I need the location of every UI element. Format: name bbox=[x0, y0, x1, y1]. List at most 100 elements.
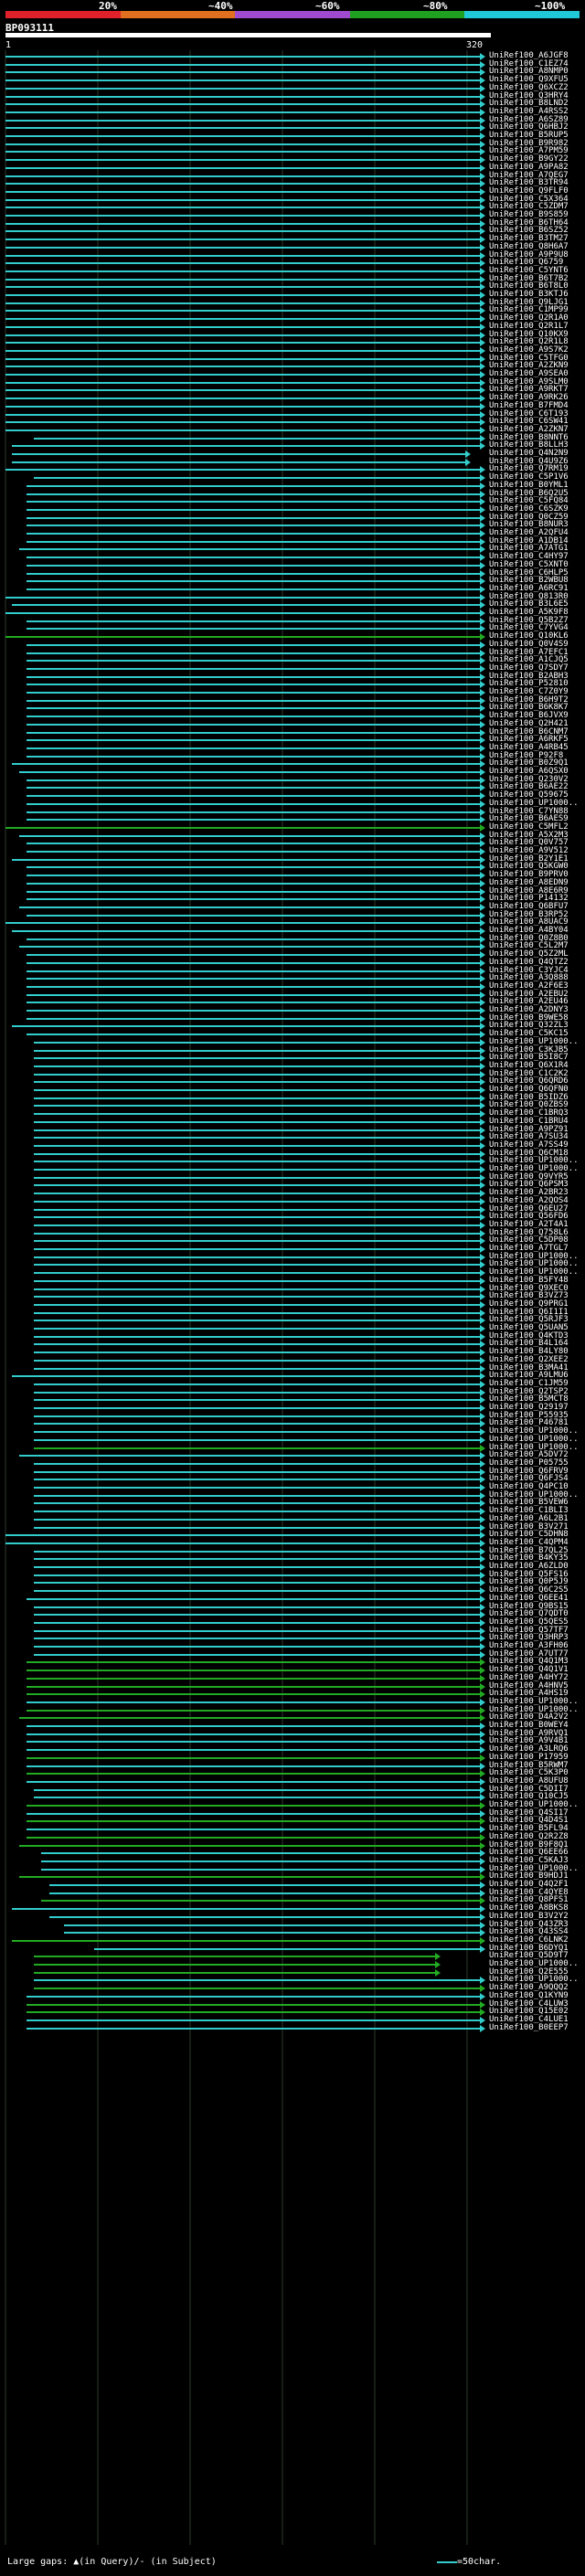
hit-label[interactable]: UniRef100_UP1000.. bbox=[489, 1259, 579, 1269]
hit-row[interactable]: UniRef100_Q59675 bbox=[0, 790, 585, 800]
hit-row[interactable]: UniRef100_A2ZKN7 bbox=[0, 425, 585, 435]
hit-row[interactable]: UniRef100_A4HNV5 bbox=[0, 1680, 585, 1691]
hit-label[interactable]: UniRef100_Q8H6A7 bbox=[489, 241, 569, 251]
hit-label[interactable]: UniRef100_C1MP99 bbox=[489, 305, 569, 315]
hit-row[interactable]: UniRef100_Q6FRV9 bbox=[0, 1467, 585, 1477]
hit-row[interactable]: UniRef100_B4LY80 bbox=[0, 1347, 585, 1357]
hit-label[interactable]: UniRef100_A7ATG1 bbox=[489, 544, 569, 554]
hit-row[interactable]: UniRef100_B5MCT8 bbox=[0, 1394, 585, 1405]
hit-label[interactable]: UniRef100_UP1000.. bbox=[489, 1959, 579, 1968]
hit-row[interactable]: UniRef100_B5I8C7 bbox=[0, 1053, 585, 1063]
hit-label[interactable]: UniRef100_Q5QES5 bbox=[489, 1617, 569, 1627]
hit-label[interactable]: UniRef100_B5I8C7 bbox=[489, 1053, 569, 1063]
hit-row[interactable]: UniRef100_B6JVX9 bbox=[0, 711, 585, 721]
hit-label[interactable]: UniRef100_UP1000.. bbox=[489, 798, 579, 808]
hit-label[interactable]: UniRef100_B9F8Q1 bbox=[489, 1839, 569, 1850]
hit-label[interactable]: UniRef100_Q758L6 bbox=[489, 1227, 569, 1237]
hit-row[interactable]: UniRef100_UP1000.. bbox=[0, 1697, 585, 1707]
hit-row[interactable]: UniRef100_Q9PRG1 bbox=[0, 1299, 585, 1309]
hit-row[interactable]: UniRef100_B0WEY4 bbox=[0, 1721, 585, 1731]
hit-label[interactable]: UniRef100_C6T193 bbox=[489, 408, 569, 419]
hit-label[interactable]: UniRef100_C5XNT0 bbox=[489, 559, 569, 569]
hit-row[interactable]: UniRef100_Q9VYR5 bbox=[0, 1172, 585, 1182]
hit-label[interactable]: UniRef100_C4LUW3 bbox=[489, 1998, 569, 2009]
hit-label[interactable]: UniRef100_A4HNV5 bbox=[489, 1680, 569, 1691]
hit-row[interactable]: UniRef100_Q3HRP3 bbox=[0, 1633, 585, 1643]
hit-label[interactable]: UniRef100_Q4Q2F1 bbox=[489, 1880, 569, 1889]
hit-label[interactable]: UniRef100_Q2H421 bbox=[489, 718, 569, 728]
hit-row[interactable]: UniRef100_Q6EU27 bbox=[0, 1204, 585, 1214]
hit-row[interactable]: UniRef100_A2QOS4 bbox=[0, 1196, 585, 1206]
hit-row[interactable]: UniRef100_A8NMP0 bbox=[0, 67, 585, 77]
hit-label[interactable]: UniRef100_Q6PSM3 bbox=[489, 1180, 569, 1190]
hit-row[interactable]: UniRef100_P92F8 bbox=[0, 751, 585, 761]
hit-row[interactable]: UniRef100_Q43SS4 bbox=[0, 1927, 585, 1937]
hit-row[interactable]: UniRef100_B8NUR3 bbox=[0, 520, 585, 530]
hit-label[interactable]: UniRef100_Q7QDT0 bbox=[489, 1609, 569, 1619]
hit-label[interactable]: UniRef100_C3KJB5 bbox=[489, 1044, 569, 1055]
hit-row[interactable]: UniRef100_A4HY72 bbox=[0, 1673, 585, 1683]
hit-label[interactable]: UniRef100_A2EU46 bbox=[489, 997, 569, 1007]
hit-row[interactable]: UniRef100_C5K3P0 bbox=[0, 1768, 585, 1778]
hit-row[interactable]: UniRef100_B8LLH3 bbox=[0, 440, 585, 451]
hit-label[interactable]: UniRef100_C6SW41 bbox=[489, 417, 569, 427]
hit-label[interactable]: UniRef100_B6H9T2 bbox=[489, 694, 569, 705]
hit-row[interactable]: UniRef100_A2BR23 bbox=[0, 1188, 585, 1198]
hit-row[interactable]: UniRef100_C5ZDM7 bbox=[0, 202, 585, 212]
hit-row[interactable]: UniRef100_Q3HRY4 bbox=[0, 91, 585, 101]
hit-label[interactable]: UniRef100_Q4KTD3 bbox=[489, 1330, 569, 1341]
hit-row[interactable]: UniRef100_C4HY97 bbox=[0, 552, 585, 562]
hit-row[interactable]: UniRef100_C5X364 bbox=[0, 195, 585, 205]
hit-label[interactable]: UniRef100_C5FQ84 bbox=[489, 496, 569, 506]
hit-label[interactable]: UniRef100_A7PM59 bbox=[489, 146, 569, 156]
hit-label[interactable]: UniRef100_Q6HBJ2 bbox=[489, 122, 569, 133]
hit-row[interactable]: UniRef100_Q4KTD3 bbox=[0, 1330, 585, 1341]
hit-label[interactable]: UniRef100_A9RVQ1 bbox=[489, 1728, 569, 1738]
hit-row[interactable]: UniRef100_B2Y1E1 bbox=[0, 854, 585, 864]
hit-label[interactable]: UniRef100_B3RP52 bbox=[489, 909, 569, 919]
hit-label[interactable]: UniRef100_UP1000.. bbox=[489, 1975, 579, 1985]
hit-label[interactable]: UniRef100_A6RC91 bbox=[489, 583, 569, 593]
hit-label[interactable]: UniRef100_C5MFL2 bbox=[489, 822, 569, 832]
hit-label[interactable]: UniRef100_Q6BFU7 bbox=[489, 901, 569, 911]
hit-row[interactable]: UniRef100_Q4SI17 bbox=[0, 1808, 585, 1818]
hit-label[interactable]: UniRef100_C5ZDM7 bbox=[489, 202, 569, 212]
hit-label[interactable]: UniRef100_B8NUR3 bbox=[489, 520, 569, 530]
hit-label[interactable]: UniRef100_P52810 bbox=[489, 679, 569, 689]
hit-label[interactable]: UniRef100_P55935 bbox=[489, 1410, 569, 1420]
hit-label[interactable]: UniRef100_A9S7K2 bbox=[489, 345, 569, 355]
hit-label[interactable]: UniRef100_Q1KYN9 bbox=[489, 1990, 569, 2000]
hit-label[interactable]: UniRef100_A8UFU8 bbox=[489, 1776, 569, 1786]
hit-row[interactable]: UniRef100_A6RKF5 bbox=[0, 735, 585, 745]
hit-label[interactable]: UniRef100_B5VEW6 bbox=[489, 1498, 569, 1508]
hit-row[interactable]: UniRef100_A8UAC9 bbox=[0, 917, 585, 928]
hit-label[interactable]: UniRef100_A2BR23 bbox=[489, 1188, 569, 1198]
hit-label[interactable]: UniRef100_Q43SS4 bbox=[489, 1927, 569, 1937]
hit-row[interactable]: UniRef100_P05755 bbox=[0, 1458, 585, 1468]
hit-row[interactable]: UniRef100_C6T193 bbox=[0, 408, 585, 419]
hit-row[interactable]: UniRef100_Q2XEE2 bbox=[0, 1355, 585, 1365]
hit-label[interactable]: UniRef100_Q6I1I1 bbox=[489, 1307, 569, 1317]
hit-label[interactable]: UniRef100_B2WBU8 bbox=[489, 576, 569, 586]
hit-row[interactable]: UniRef100_Q6PSM3 bbox=[0, 1180, 585, 1190]
hit-label[interactable]: UniRef100_B6K8K7 bbox=[489, 703, 569, 713]
hit-row[interactable]: UniRef100_A1CJQ5 bbox=[0, 655, 585, 665]
hit-row[interactable]: UniRef100_A9P9U8 bbox=[0, 250, 585, 260]
hit-row[interactable]: UniRef100_A4RB45 bbox=[0, 743, 585, 753]
hit-label[interactable]: UniRef100_Q6QFN0 bbox=[489, 1085, 569, 1094]
hit-row[interactable]: UniRef100_UP1000.. bbox=[0, 1156, 585, 1166]
hit-label[interactable]: UniRef100_Q15E02 bbox=[489, 2007, 569, 2017]
hit-label[interactable]: UniRef100_Q6CM18 bbox=[489, 1148, 569, 1158]
hit-label[interactable]: UniRef100_A2T4A1 bbox=[489, 1219, 569, 1229]
hit-label[interactable]: UniRef100_B5FY48 bbox=[489, 1275, 569, 1285]
hit-row[interactable]: UniRef100_P46781 bbox=[0, 1418, 585, 1428]
hit-row[interactable]: UniRef100_C5KC15 bbox=[0, 1029, 585, 1039]
hit-row[interactable]: UniRef100_C5L2M7 bbox=[0, 941, 585, 951]
hit-label[interactable]: UniRef100_A1DB14 bbox=[489, 535, 569, 546]
hit-row[interactable]: UniRef100_Q5FS16 bbox=[0, 1570, 585, 1580]
hit-label[interactable]: UniRef100_Q57TF7 bbox=[489, 1625, 569, 1635]
hit-row[interactable]: UniRef100_Q4QTZ2 bbox=[0, 958, 585, 968]
hit-row[interactable]: UniRef100_C5KAJ3 bbox=[0, 1856, 585, 1866]
hit-label[interactable]: UniRef100_Q0CZ59 bbox=[489, 512, 569, 522]
hit-row[interactable]: UniRef100_Q4U9Z6 bbox=[0, 457, 585, 467]
